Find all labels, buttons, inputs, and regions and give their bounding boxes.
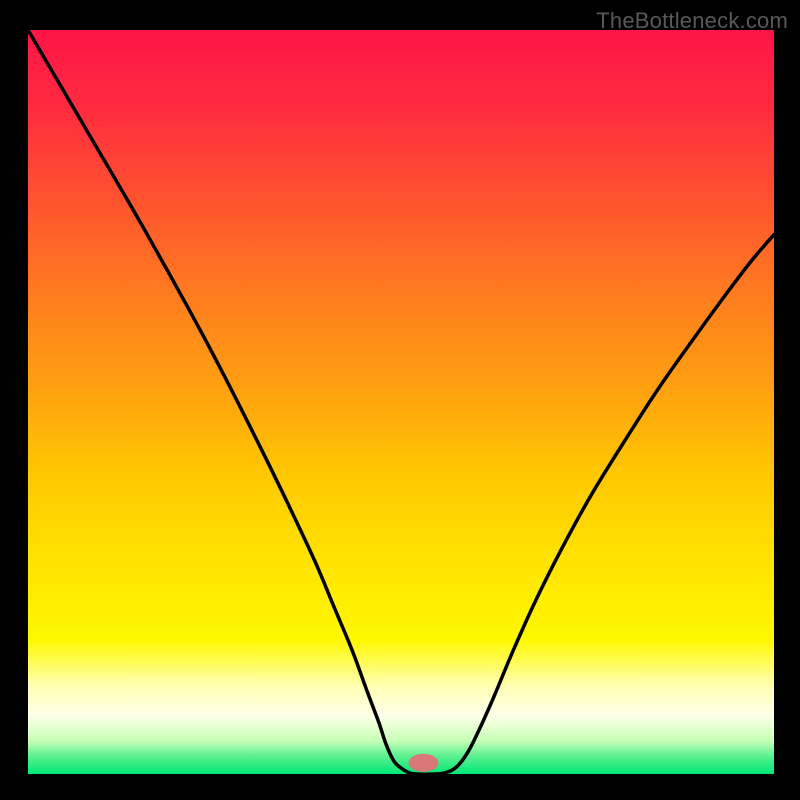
optimal-marker <box>408 754 438 772</box>
chart-container: TheBottleneck.com <box>0 0 800 800</box>
watermark-text: TheBottleneck.com <box>596 8 788 34</box>
bottleneck-chart <box>0 0 800 800</box>
plot-background <box>28 30 774 774</box>
